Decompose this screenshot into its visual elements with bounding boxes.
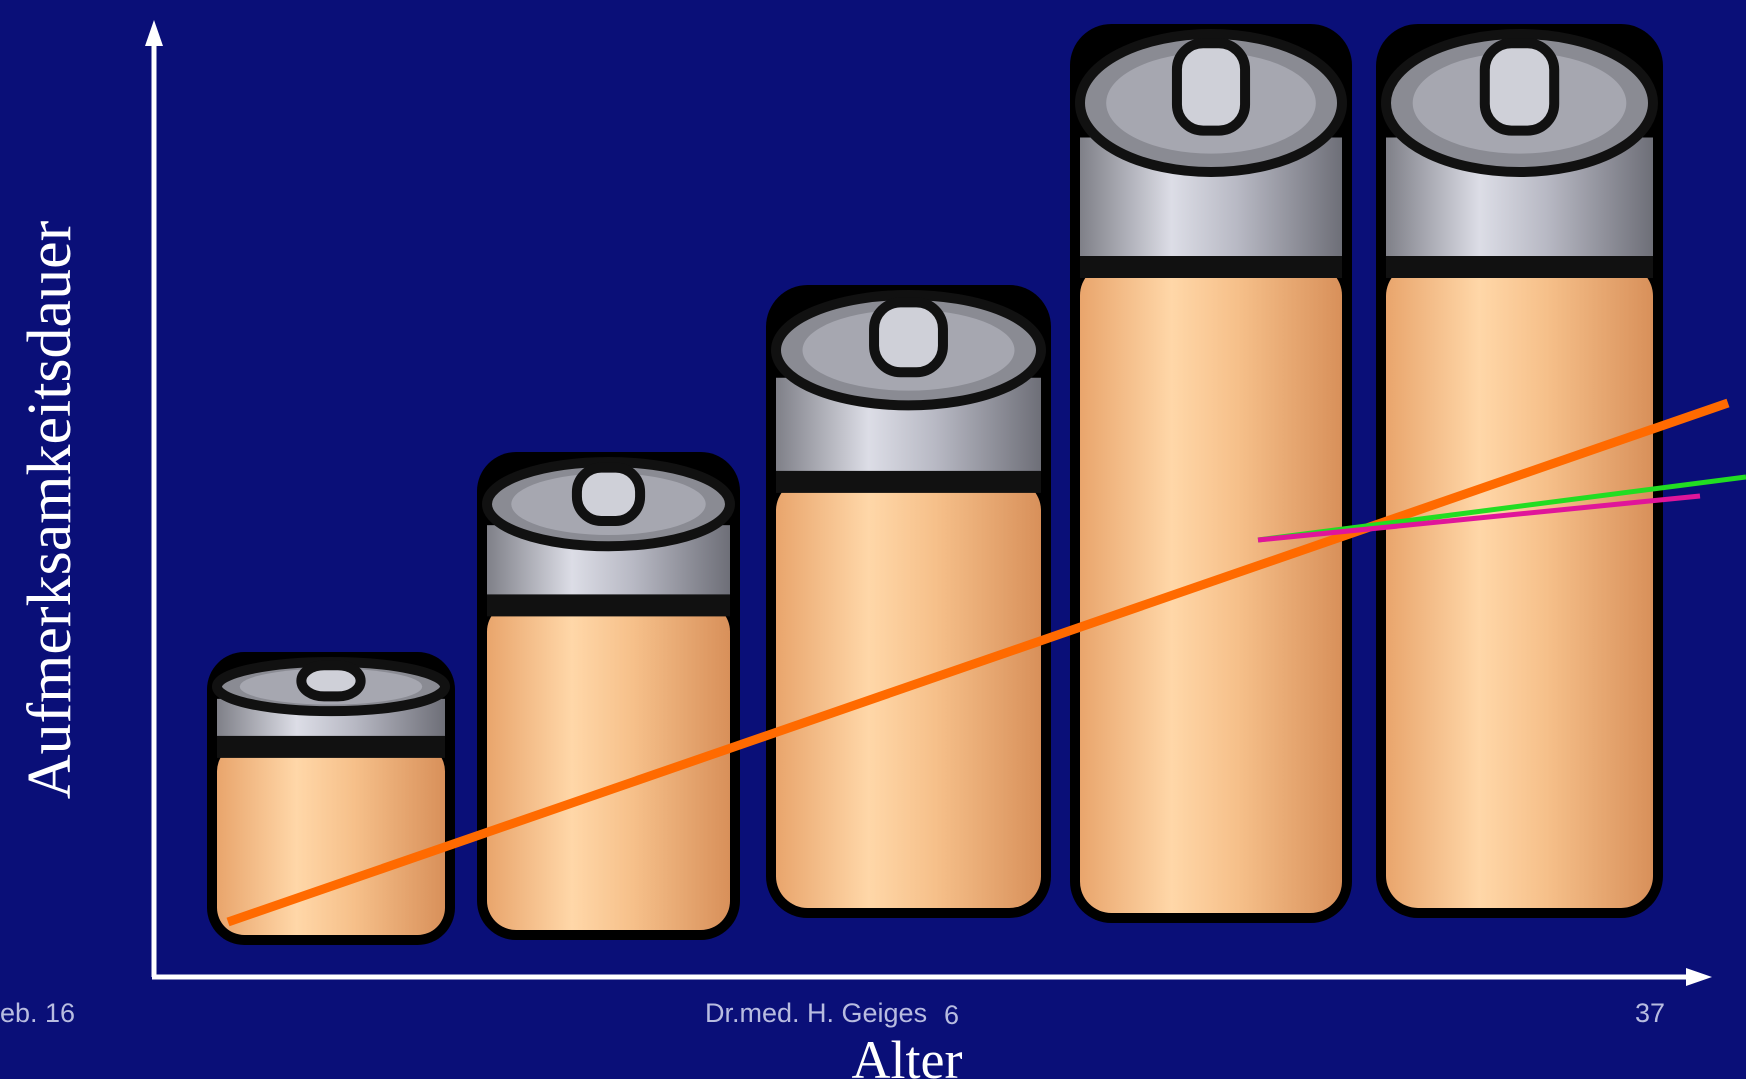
battery-band: [776, 470, 1041, 493]
battery-terminal: [1479, 38, 1560, 136]
y-axis-label: Aufmerksamkeitsdauer: [16, 220, 84, 799]
battery-terminal: [571, 462, 646, 526]
batteries: [207, 24, 1663, 945]
battery-terminal: [869, 297, 948, 378]
battery-body: [217, 743, 445, 935]
battery-body: [1080, 264, 1342, 913]
footer-page: 37: [1635, 998, 1665, 1028]
battery-terminal: [296, 660, 366, 702]
battery-band: [1080, 256, 1342, 278]
x-axis-label: Alter: [852, 1030, 963, 1079]
trend-line: [226, 398, 1730, 927]
battery-band: [487, 594, 730, 617]
battery-terminal: [1171, 38, 1251, 136]
battery-band: [1386, 256, 1653, 278]
footer-mark: 6: [944, 1000, 959, 1030]
battery-body: [487, 602, 730, 930]
y-axis-arrow: [145, 20, 163, 46]
x-axis-arrow: [1686, 968, 1712, 986]
trend-line-magenta: [1257, 493, 1701, 543]
battery-body: [1386, 264, 1653, 908]
footer-date: eb. 16: [0, 998, 75, 1028]
battery-band: [217, 735, 445, 758]
battery-body: [776, 478, 1041, 908]
footer-author: Dr.med. H. Geiges: [705, 998, 927, 1028]
